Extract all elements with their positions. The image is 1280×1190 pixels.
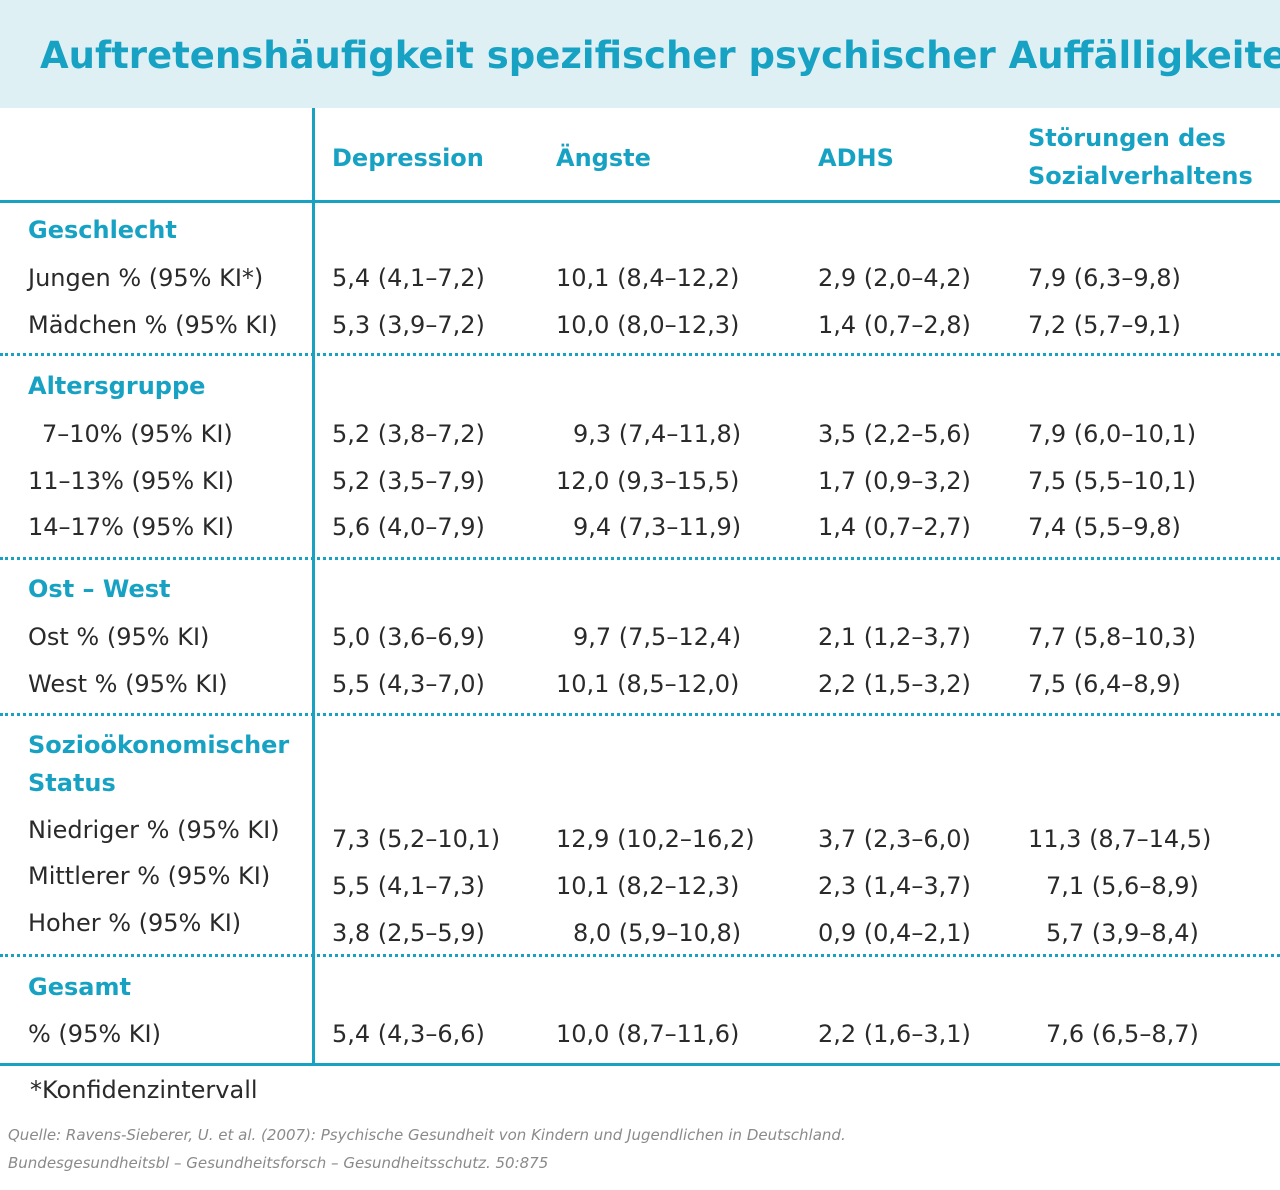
cell-14-17-adhs: 1,4 (0,7–2,7) [818,513,971,541]
col-header-sozialverhalten-line1: Störungen des [1028,124,1226,152]
col-header-aengste: Ängste [556,144,651,172]
cell-maedchen-aengste: 10,0 (8,0–12,3) [556,311,740,339]
cell-hoher-sozial: 5,7 (3,9–8,4) [1046,919,1199,947]
cell-hoher-adhs: 0,9 (0,4–2,1) [818,919,971,947]
cell-maedchen-depression: 5,3 (3,9–7,2) [332,311,485,339]
cell-mittlerer-depression: 5,5 (4,1–7,3) [332,872,485,900]
row-label-maedchen: Mädchen % (95% KI) [28,311,278,339]
row-label-niedriger: Niedriger % (95% KI) [28,816,280,844]
cell-11-13-aengste: 12,0 (9,3–15,5) [556,467,740,495]
cell-jungen-adhs: 2,9 (2,0–4,2) [818,264,971,292]
cell-jungen-sozial: 7,9 (6,3–9,8) [1028,264,1181,292]
cell-maedchen-sozial: 7,2 (5,7–9,1) [1028,311,1181,339]
cell-hoher-aengste: 8,0 (5,9–10,8) [573,919,742,947]
cell-ost-aengste: 9,7 (7,5–12,4) [573,623,742,651]
cell-ost-depression: 5,0 (3,6–6,9) [332,623,485,651]
cell-maedchen-adhs: 1,4 (0,7–2,8) [818,311,971,339]
section-title-gesamt: Gesamt [28,973,131,1001]
title-bar: Auftretenshäufigkeit spezifischer psychi… [0,0,1280,108]
cell-west-aengste: 10,1 (8,5–12,0) [556,670,740,698]
cell-hoher-depression: 3,8 (2,5–5,9) [332,919,485,947]
cell-mittlerer-aengste: 10,1 (8,2–12,3) [556,872,740,900]
cell-ost-adhs: 2,1 (1,2–3,7) [818,623,971,651]
cell-14-17-aengste: 9,4 (7,3–11,9) [573,513,742,541]
cell-niedriger-sozial: 11,3 (8,7–14,5) [1028,825,1212,853]
cell-11-13-depression: 5,2 (3,5–7,9) [332,467,485,495]
row-label-11-13: 11–13% (95% KI) [28,467,235,495]
row-label-14-17: 14–17% (95% KI) [28,513,235,541]
row-label-gesamt: % (95% KI) [28,1020,161,1048]
cell-7-10-depression: 5,2 (3,8–7,2) [332,420,485,448]
footnote: *Konfidenzintervall [30,1076,258,1104]
header-separator [0,200,1280,203]
column-divider [312,108,315,1064]
row-label-jungen: Jungen % (95% KI*) [28,264,264,292]
cell-7-10-adhs: 3,5 (2,2–5,6) [818,420,971,448]
row-label-7-10: 7–10% (95% KI) [42,420,233,448]
cell-west-depression: 5,5 (4,3–7,0) [332,670,485,698]
row-label-west: West % (95% KI) [28,670,228,698]
section-divider [0,954,1280,957]
section-title-geschlecht: Geschlecht [28,216,177,244]
row-label-mittlerer: Mittlerer % (95% KI) [28,862,271,890]
cell-7-10-aengste: 9,3 (7,4–11,8) [573,420,742,448]
row-label-hoher: Hoher % (95% KI) [28,909,242,937]
col-header-adhs: ADHS [818,144,894,172]
table-bottom-border [0,1063,1280,1066]
cell-gesamt-sozial: 7,6 (6,5–8,7) [1046,1020,1199,1048]
source-line-2: Bundesgesundheitsbl – Gesundheitsforsch … [8,1154,549,1172]
col-header-depression: Depression [332,144,484,172]
source-line-1: Quelle: Ravens-Sieberer, U. et al. (2007… [8,1126,846,1144]
section-divider [0,557,1280,560]
section-title-altersgruppe: Altersgruppe [28,372,206,400]
cell-niedriger-adhs: 3,7 (2,3–6,0) [818,825,971,853]
section-title-soziooekonomisch-line1: Sozioökonomischer [28,731,290,759]
section-divider [0,713,1280,716]
section-divider [0,353,1280,356]
cell-gesamt-adhs: 2,2 (1,6–3,1) [818,1020,971,1048]
cell-7-10-sozial: 7,9 (6,0–10,1) [1028,420,1197,448]
cell-niedriger-depression: 7,3 (5,2–10,1) [332,825,501,853]
cell-niedriger-aengste: 12,9 (10,2–16,2) [556,825,755,853]
col-header-sozialverhalten-line2: Sozialverhaltens [1028,162,1253,190]
cell-gesamt-aengste: 10,0 (8,7–11,6) [556,1020,740,1048]
cell-jungen-depression: 5,4 (4,1–7,2) [332,264,485,292]
cell-jungen-aengste: 10,1 (8,4–12,2) [556,264,740,292]
cell-14-17-depression: 5,6 (4,0–7,9) [332,513,485,541]
row-label-ost: Ost % (95% KI) [28,623,210,651]
cell-11-13-sozial: 7,5 (5,5–10,1) [1028,467,1197,495]
cell-west-sozial: 7,5 (6,4–8,9) [1028,670,1181,698]
cell-gesamt-depression: 5,4 (4,3–6,6) [332,1020,485,1048]
section-title-ost-west: Ost – West [28,575,171,603]
cell-mittlerer-sozial: 7,1 (5,6–8,9) [1046,872,1199,900]
cell-west-adhs: 2,2 (1,5–3,2) [818,670,971,698]
cell-ost-sozial: 7,7 (5,8–10,3) [1028,623,1197,651]
page-title: Auftretenshäufigkeit spezifischer psychi… [40,34,1280,77]
cell-mittlerer-adhs: 2,3 (1,4–3,7) [818,872,971,900]
cell-14-17-sozial: 7,4 (5,5–9,8) [1028,513,1181,541]
cell-11-13-adhs: 1,7 (0,9–3,2) [818,467,971,495]
section-title-soziooekonomisch-line2: Status [28,769,116,797]
